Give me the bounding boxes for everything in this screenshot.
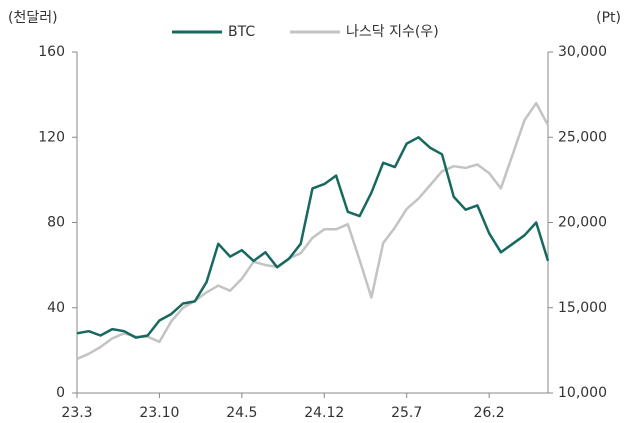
y2-tick-label: 30,000 <box>558 44 607 60</box>
y-tick-label: 0 <box>56 385 65 401</box>
y-tick-label: 40 <box>47 300 65 316</box>
x-tick-label: 26.2 <box>474 405 505 421</box>
y2-tick-label: 10,000 <box>558 385 607 401</box>
legend-label: 나스닥 지수(우) <box>346 24 439 40</box>
y-tick-label: 80 <box>47 215 65 231</box>
x-tick-label: 23.10 <box>139 405 179 421</box>
x-tick-label: 24.12 <box>304 405 344 421</box>
x-tick-label: 24.5 <box>226 405 257 421</box>
y2-tick-label: 25,000 <box>558 129 607 145</box>
y-tick-label: 120 <box>38 129 65 145</box>
y2-tick-label: 20,000 <box>558 215 607 231</box>
y2-axis-label: (Pt) <box>596 10 621 26</box>
x-tick-label: 25.7 <box>391 405 422 421</box>
y-axis-label: (천달러) <box>8 10 58 26</box>
legend-label: BTC <box>228 24 255 40</box>
line-series <box>76 136 550 339</box>
x-tick-label: 23.3 <box>61 405 92 421</box>
y-tick-label: 160 <box>38 44 65 60</box>
y2-tick-label: 15,000 <box>558 300 607 316</box>
line-series <box>76 101 550 361</box>
